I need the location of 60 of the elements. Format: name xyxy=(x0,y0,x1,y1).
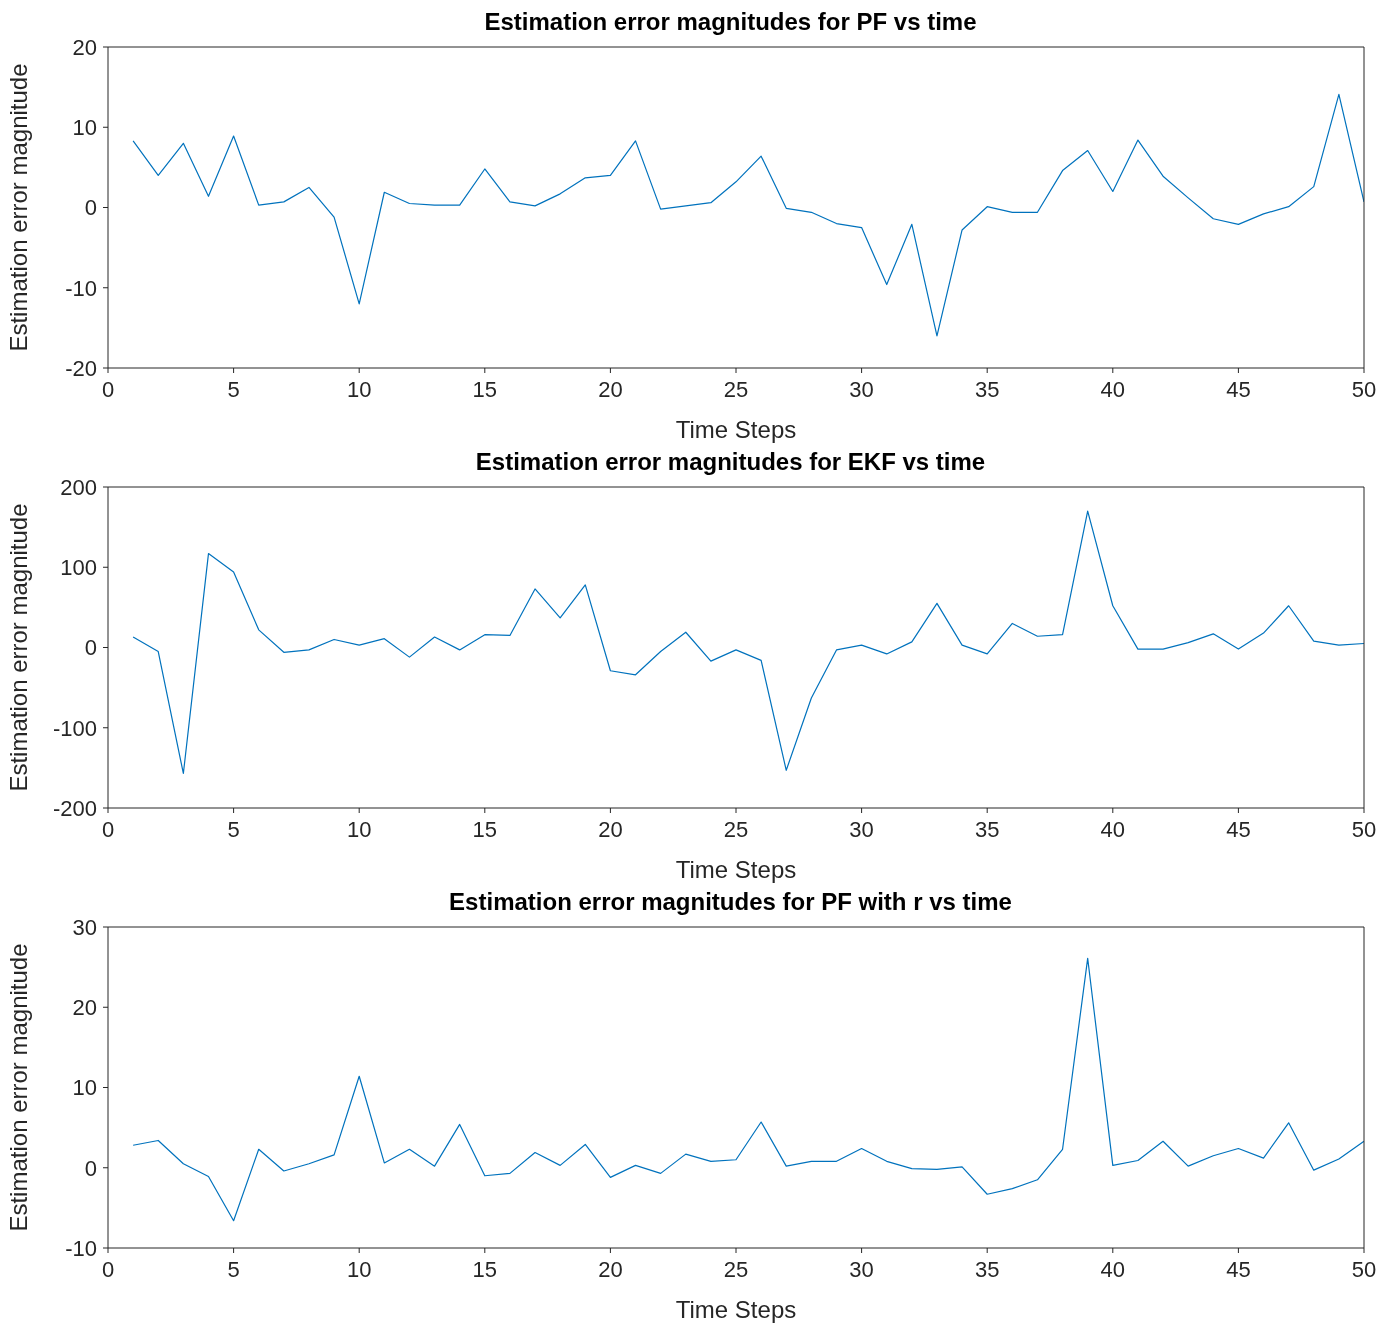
y-tick-label: -20 xyxy=(65,355,97,381)
x-tick-label: 20 xyxy=(598,1256,623,1282)
line-series xyxy=(132,93,1364,337)
y-tick-label: -200 xyxy=(52,795,97,821)
y-tick-label: -10 xyxy=(65,275,97,301)
line-series xyxy=(132,957,1364,1222)
chart-title: Estimation error magnitudes for PF vs time xyxy=(484,8,977,35)
y-axis-title: Estimation error magnitude xyxy=(4,503,32,792)
y-tick-label: 200 xyxy=(60,474,97,500)
y-axis-title: Estimation error magnitude xyxy=(4,943,32,1232)
x-tick-label: 30 xyxy=(849,1256,874,1282)
y-tick-label: 0 xyxy=(84,1155,97,1181)
x-tick-label: 45 xyxy=(1226,816,1251,842)
x-tick-label: 10 xyxy=(346,376,372,402)
x-tick-label: 15 xyxy=(472,376,498,402)
y-tick-label: -100 xyxy=(52,715,97,741)
x-tick-label: 10 xyxy=(346,816,372,842)
y-axis-title: Estimation error magnitude xyxy=(4,63,32,352)
x-tick-label: 5 xyxy=(227,1256,240,1282)
x-axis-title: Time Steps xyxy=(675,856,797,883)
x-tick-label: 20 xyxy=(598,376,623,402)
x-tick-label: 10 xyxy=(346,1256,372,1282)
y-tick-label: -10 xyxy=(65,1235,97,1261)
x-tick-label: 0 xyxy=(101,816,115,842)
y-tick-label: 10 xyxy=(72,115,97,141)
x-tick-label: 40 xyxy=(1100,376,1126,402)
x-tick-label: 40 xyxy=(1100,816,1126,842)
chart-title: Estimation error magnitudes for EKF vs time xyxy=(475,448,986,475)
x-tick-label: 50 xyxy=(1351,816,1377,842)
x-tick-label: 25 xyxy=(723,376,749,402)
y-tick-label: 10 xyxy=(72,1075,97,1101)
x-tick-label: 30 xyxy=(849,816,874,842)
x-tick-label: 5 xyxy=(227,376,240,402)
x-tick-label: 45 xyxy=(1226,1256,1251,1282)
x-tick-label: 35 xyxy=(974,376,1000,402)
y-tick-label: 30 xyxy=(72,914,97,940)
x-tick-label: 0 xyxy=(101,1256,115,1282)
x-tick-label: 50 xyxy=(1351,1256,1377,1282)
x-tick-label: 25 xyxy=(723,1256,749,1282)
x-tick-label: 35 xyxy=(974,816,1000,842)
x-tick-label: 25 xyxy=(723,816,749,842)
y-tick-label: 20 xyxy=(72,34,97,60)
x-tick-label: 15 xyxy=(472,1256,498,1282)
x-tick-label: 15 xyxy=(472,816,498,842)
x-tick-label: 45 xyxy=(1226,376,1251,402)
x-axis-title: Time Steps xyxy=(675,416,797,443)
x-tick-label: 35 xyxy=(974,1256,1000,1282)
y-tick-label: 0 xyxy=(84,195,97,221)
x-tick-label: 5 xyxy=(227,816,240,842)
chart-title: Estimation error magnitudes for PF with r vs time xyxy=(449,888,1012,915)
y-tick-label: 100 xyxy=(60,555,97,581)
x-axis-title: Time Steps xyxy=(675,1296,797,1323)
x-tick-label: 20 xyxy=(598,816,623,842)
x-tick-label: 30 xyxy=(849,376,874,402)
x-tick-label: 0 xyxy=(101,376,115,402)
y-tick-label: 0 xyxy=(84,635,97,661)
line-series xyxy=(132,510,1364,775)
y-tick-label: 20 xyxy=(72,995,97,1021)
x-tick-label: 50 xyxy=(1351,376,1377,402)
x-tick-label: 40 xyxy=(1100,1256,1126,1282)
